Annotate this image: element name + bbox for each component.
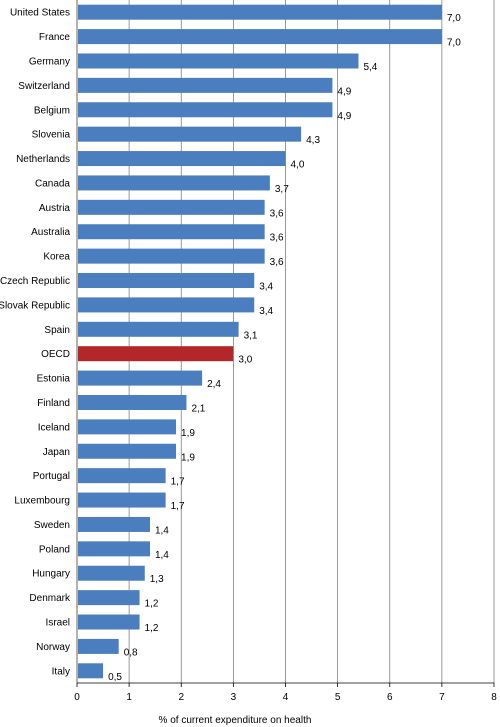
value-label: 3,0 [238,355,252,366]
x-tick-label: 7 [439,692,445,703]
value-label: 1,2 [145,599,159,610]
bar-japan [78,443,177,459]
category-label: Netherlands [16,154,70,165]
bar-slovenia [78,126,302,142]
category-label: Germany [29,56,70,67]
bar-united-states [78,4,442,20]
category-label: Australia [31,227,70,238]
labels: 0 1 2 3 4 5 6 7 8 United States 7,0 France 7,0 German… [0,8,497,703]
bar-austria [78,199,265,215]
value-label: 5,4 [363,62,377,73]
value-label: 1,7 [171,477,185,488]
category-label: Korea [43,252,70,263]
category-label: Luxembourg [14,496,70,507]
x-tick-label: 5 [335,692,341,703]
bar-slovak-republic [78,297,255,313]
x-tick-label: 4 [283,692,289,703]
bar-germany [78,53,359,69]
category-label: Poland [39,544,70,555]
bar-canada [78,175,270,191]
bar-sweden [78,516,150,532]
bar-iceland [78,419,177,435]
value-label: 2,4 [207,379,221,390]
bars [78,4,442,679]
bar-hungary [78,565,145,581]
bar-portugal [78,468,166,484]
x-tick-label: 8 [491,692,497,703]
category-label: Japan [43,447,70,458]
bar-czech-republic [78,273,255,289]
value-label: 1,9 [181,428,195,439]
category-label: Slovenia [32,130,71,141]
value-label: 3,4 [259,282,273,293]
bar-denmark [78,590,140,606]
value-label: 7,0 [447,38,461,49]
value-label: 1,4 [155,550,169,561]
bar-netherlands [78,151,286,167]
value-label: 7,0 [447,13,461,24]
x-axis-title: % of current expenditure on health [159,715,312,726]
category-label: Iceland [38,422,70,433]
bar-italy [78,663,104,679]
category-label: Slovak Republic [0,300,70,311]
category-label: Spain [44,325,70,336]
bar-norway [78,638,119,654]
x-tick-label: 1 [126,692,132,703]
value-label: 3,4 [259,306,273,317]
value-label: 3,7 [275,184,289,195]
value-label: 2,1 [191,403,205,414]
category-label: Switzerland [18,81,70,92]
value-label: 1,3 [150,574,164,585]
value-label: 4,0 [291,160,305,171]
category-label: Norway [36,642,70,653]
value-label: 1,9 [181,452,195,463]
value-label: 4,3 [306,135,320,146]
category-label: Austria [39,203,71,214]
bar-finland [78,394,187,410]
category-label: Canada [35,178,70,189]
value-label: 0,5 [108,672,122,683]
bar-estonia [78,370,203,386]
category-label: Portugal [33,471,70,482]
bar-oecd [78,346,234,362]
bar-switzerland [78,77,333,93]
category-label: France [39,32,71,43]
value-label: 1,7 [171,501,185,512]
category-label: Sweden [34,520,70,531]
bar-korea [78,248,265,264]
x-tick-label: 0 [74,692,80,703]
value-label: 3,6 [270,257,284,268]
category-label: Israel [46,618,70,629]
value-label: 3,6 [270,233,284,244]
bar-israel [78,614,140,630]
category-label: Estonia [37,374,71,385]
bar-belgium [78,102,333,118]
value-label: 4,9 [337,111,351,122]
bar-poland [78,541,150,557]
category-label: Hungary [32,569,70,580]
bar-australia [78,224,265,240]
value-label: 1,2 [145,623,159,634]
value-label: 1,4 [155,525,169,536]
value-label: 3,6 [270,208,284,219]
bar-spain [78,321,239,337]
value-label: 3,1 [244,330,258,341]
category-label: Belgium [34,105,70,116]
bar-luxembourg [78,492,166,508]
x-tick-label: 3 [231,692,237,703]
x-tick-label: 6 [387,692,393,703]
value-label: 4,9 [337,86,351,97]
category-label: Finland [37,398,70,409]
category-label: Italy [52,666,70,677]
category-label: OECD [41,349,70,360]
category-label: Czech Republic [0,276,70,287]
category-label: United States [10,8,70,19]
x-tick-label: 2 [178,692,184,703]
value-label: 0,8 [124,647,138,658]
category-label: Denmark [29,593,71,604]
bar-france [78,29,442,45]
